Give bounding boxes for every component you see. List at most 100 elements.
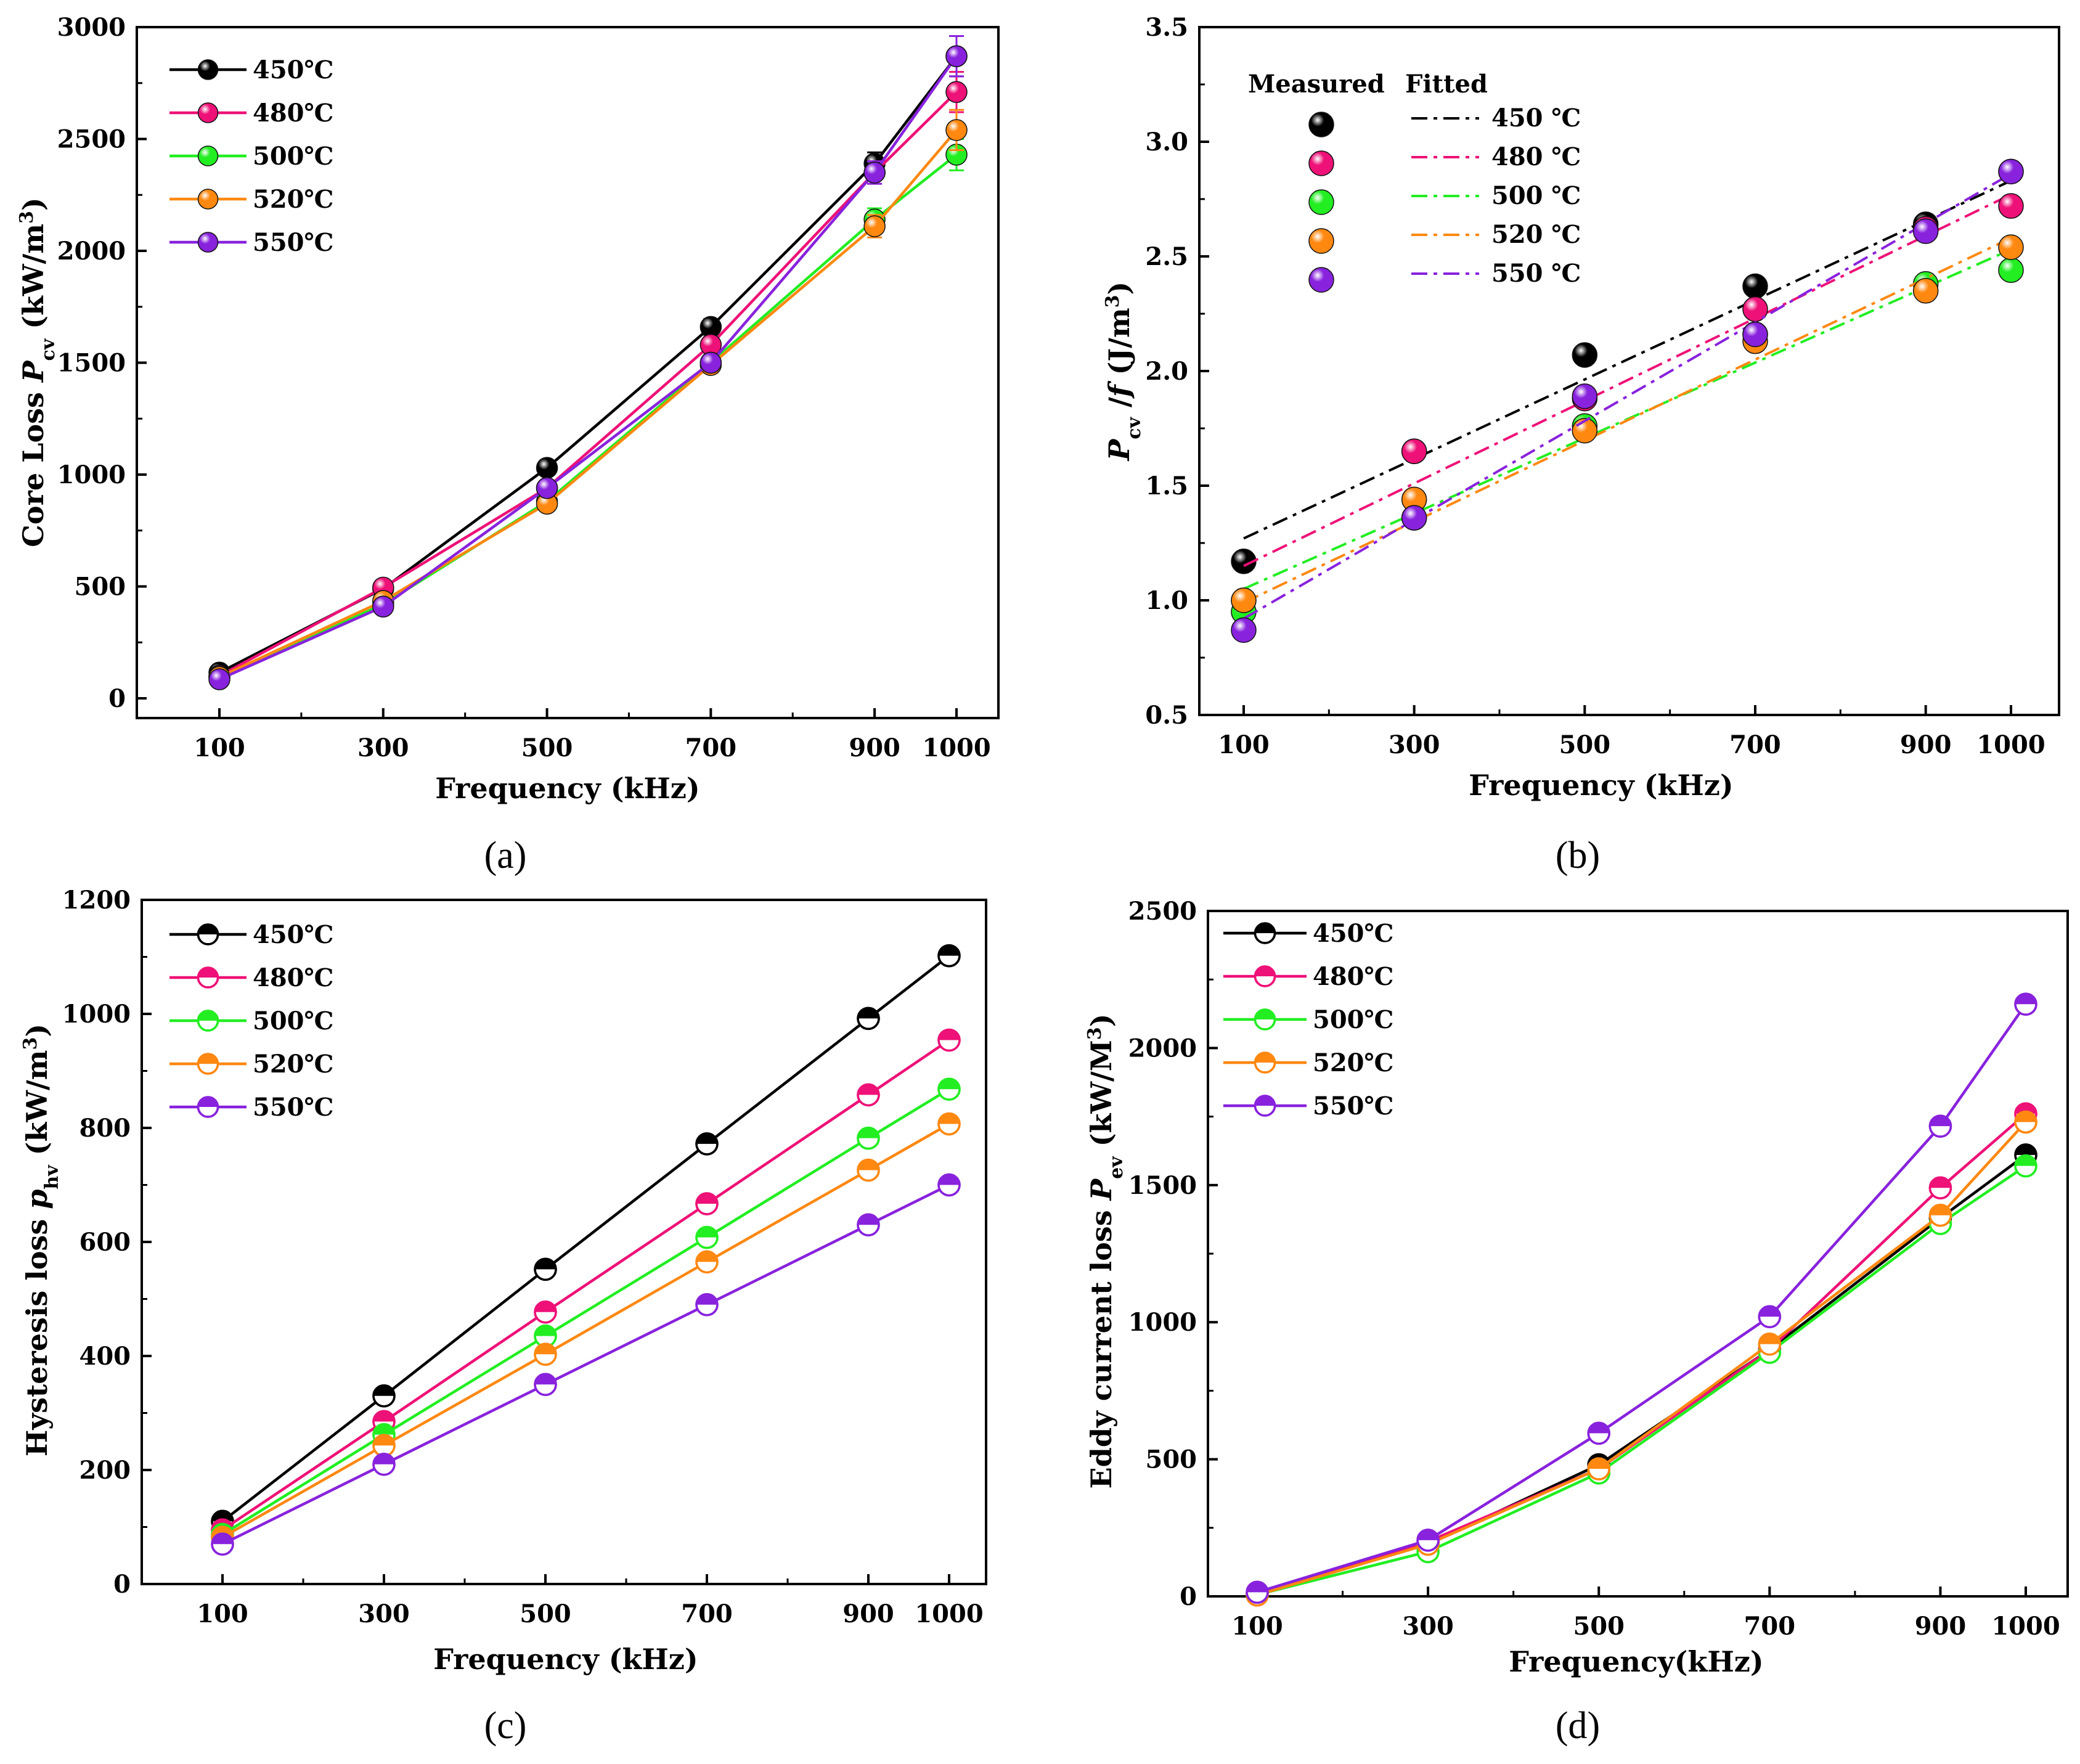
a-ylabel: Core Loss Pcv (kW/m3) <box>16 197 59 547</box>
caption-b: (b) <box>1556 835 1600 876</box>
b-ylabel-sub: cv <box>1124 416 1145 439</box>
b-legend-marker-480 <box>1308 150 1334 176</box>
d-ylabel: Eddy current loss Pev (kW/M3) <box>1084 1014 1127 1489</box>
b-xtick-2: 500 <box>1559 730 1611 759</box>
c-point-480-2 <box>534 1301 557 1324</box>
c-line-550 <box>222 1183 950 1546</box>
b-legend-label-1: 480 ℃ <box>1491 142 1581 171</box>
d-ytick-0: 0 <box>1180 1582 1197 1611</box>
b-series-520 <box>1231 234 2024 613</box>
c-line-520 <box>221 1122 950 1539</box>
b-fit-line-480 <box>1243 193 2012 568</box>
a-series-450 <box>208 35 968 684</box>
d-point-520-3 <box>1758 1333 1782 1356</box>
d-legend-marker-480 <box>1254 965 1276 987</box>
a-legend-marker-550 <box>197 232 219 253</box>
b-series-480 <box>1231 193 2024 613</box>
a-ylabel-sub: cv <box>38 338 59 361</box>
a-series-550 <box>208 35 968 690</box>
d-ylabel-close: ) <box>1085 1014 1118 1027</box>
d-legend-label-4: 550℃ <box>1313 1092 1393 1121</box>
c-ytick-3: 600 <box>80 1228 131 1257</box>
b-legend-label-2: 500 ℃ <box>1491 181 1581 210</box>
c-point-450-2 <box>534 1257 557 1281</box>
d-point-550-0 <box>1246 1580 1269 1604</box>
d-ylabel-unit: (kW/M <box>1085 1040 1118 1156</box>
d-xtick-4: 900 <box>1915 1612 1967 1641</box>
c-ytick-5: 1000 <box>62 1000 131 1029</box>
b-xtick-0: 100 <box>1218 730 1270 759</box>
d-point-550-2 <box>1587 1421 1610 1445</box>
b-legend-label-3: 520 ℃ <box>1491 220 1581 249</box>
a-legend-label-4: 550℃ <box>253 228 333 257</box>
b-ylabel: Pcv /f (J/m3) <box>1102 282 1145 462</box>
a-ytick-5: 2500 <box>57 125 126 154</box>
d-series-500 <box>1246 1154 2037 1607</box>
c-point-550-4 <box>857 1213 880 1236</box>
panel-d-x-ticks: 100 300 500 700 900 1000 <box>1231 1612 2060 1641</box>
panel-a-legend: 450℃ 480℃ 500℃ 520℃ 550℃ <box>169 55 333 257</box>
panel-c-y-ticks: 0 200 400 600 800 1000 1200 <box>62 886 131 1599</box>
d-ytick-3: 1500 <box>1128 1171 1197 1200</box>
a-ytick-2: 1000 <box>57 460 126 489</box>
b-ytick-5: 3.0 <box>1145 128 1188 157</box>
a-legend-label-3: 520℃ <box>253 185 333 214</box>
b-point-550-5 <box>1998 158 2024 185</box>
d-ytick-1: 500 <box>1146 1445 1197 1474</box>
d-point-500-5 <box>2014 1154 2037 1178</box>
c-xtick-3: 700 <box>681 1599 733 1628</box>
d-line-500 <box>1257 1164 2027 1596</box>
d-legend-label-1: 480℃ <box>1313 962 1393 991</box>
c-legend-label-1: 480℃ <box>253 963 333 992</box>
a-xlabel: Frequency (kHz) <box>435 772 699 805</box>
c-point-520-1 <box>372 1434 396 1457</box>
a-legend-marker-480 <box>197 102 219 123</box>
c-xtick-5: 1000 <box>915 1599 983 1628</box>
d-point-520-2 <box>1587 1457 1610 1480</box>
b-point-450-2 <box>1572 342 1598 368</box>
b-ylabel-slash: / <box>1103 397 1136 417</box>
d-ytick-5: 2500 <box>1128 897 1197 926</box>
d-legend-marker-550 <box>1254 1095 1276 1117</box>
d-xtick-5: 1000 <box>1991 1612 2060 1641</box>
c-point-550-0 <box>211 1532 234 1556</box>
caption-d: (d) <box>1556 1705 1600 1747</box>
b-point-500-5 <box>1998 257 2024 284</box>
d-legend-label-3: 520℃ <box>1313 1048 1393 1077</box>
c-xtick-2: 500 <box>520 1599 571 1628</box>
d-xtick-1: 300 <box>1402 1612 1454 1641</box>
d-line-450 <box>1257 1154 2027 1596</box>
d-series-450 <box>1246 1143 2037 1606</box>
a-point-520-4 <box>863 215 886 237</box>
b-ylabel-close: ) <box>1103 282 1136 295</box>
a-ytick-1: 500 <box>75 573 126 602</box>
b-fit-line-450 <box>1243 179 2012 540</box>
panel-a-y-ticks: 0 500 1000 1500 2000 2500 3000 <box>57 13 126 713</box>
a-legend-marker-520 <box>197 189 219 210</box>
d-line-550 <box>1257 1003 2027 1594</box>
d-series-550 <box>1246 992 2037 1604</box>
b-ytick-6: 3.5 <box>1145 13 1188 42</box>
panel-d-series <box>1246 992 2037 1607</box>
d-legend-label-2: 500℃ <box>1313 1005 1393 1034</box>
d-legend-marker-450 <box>1254 922 1276 944</box>
panel-c-legend: 450℃ 480℃ 500℃ 520℃ 550℃ <box>169 920 333 1122</box>
d-legend-marker-500 <box>1254 1008 1276 1031</box>
c-ytick-2: 400 <box>80 1342 131 1371</box>
b-legend-marker-500 <box>1308 189 1334 215</box>
c-legend-label-4: 550℃ <box>253 1093 333 1122</box>
c-point-550-3 <box>695 1293 719 1317</box>
c-xlabel: Frequency (kHz) <box>433 1643 698 1676</box>
c-xtick-4: 900 <box>842 1599 894 1628</box>
a-line-520 <box>219 129 958 679</box>
a-legend-label-1: 480℃ <box>253 99 333 128</box>
c-point-520-4 <box>857 1158 880 1182</box>
c-ylabel-close: ) <box>20 1024 54 1037</box>
c-point-520-2 <box>534 1342 557 1366</box>
c-series-520 <box>211 1112 961 1549</box>
a-point-450-2 <box>536 457 558 479</box>
a-xtick-3: 700 <box>685 733 737 762</box>
b-point-520-0 <box>1231 587 1257 613</box>
b-point-520-4 <box>1912 278 1939 304</box>
